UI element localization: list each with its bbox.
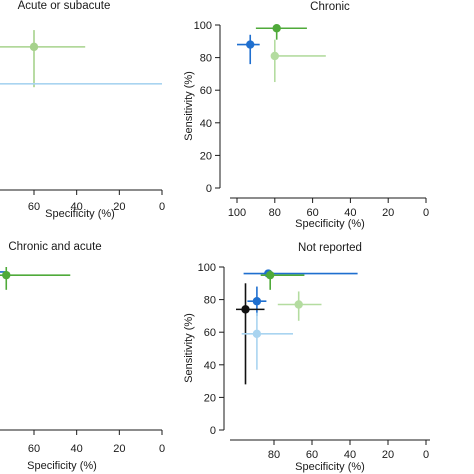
y-tick-label: 100	[194, 20, 212, 32]
panel-chronic-and-acute: Chronic and acute 60 40 20 0 Specificity (%…	[0, 241, 165, 472]
x-tick-label: 0	[159, 443, 165, 455]
data-points	[237, 24, 326, 83]
x-axis-label: Specificity (%)	[27, 460, 97, 472]
x-tick-label: 20	[113, 201, 125, 213]
study-estimate	[237, 34, 260, 65]
data-points	[236, 269, 358, 385]
x-tick-label: 60	[28, 443, 40, 455]
x-axis-label: Specificity (%)	[45, 208, 115, 220]
study-estimate	[0, 83, 162, 85]
study-estimate	[255, 24, 307, 40]
panel-chronic: Chronic 0 20 40 60 80 100 100 80 60 40 20 0 Sensit…	[183, 1, 429, 230]
study-estimate	[270, 39, 326, 83]
y-tick-label: 20	[200, 150, 212, 162]
study-estimate	[241, 312, 293, 370]
x-tick-label: 20	[113, 443, 125, 455]
y-tick-label: 20	[204, 392, 216, 404]
panel-title: Chronic	[310, 1, 350, 13]
point-estimate	[294, 300, 303, 309]
point-estimate	[272, 24, 281, 33]
y-tick-label: 80	[200, 53, 212, 65]
x-tick-label: 100	[228, 207, 246, 219]
x-tick-label: 80	[268, 449, 280, 461]
y-axis-ticks: 0 20 40 60 80 100	[198, 262, 224, 437]
x-tick-label: 20	[382, 207, 394, 219]
study-estimate	[260, 270, 305, 290]
point-estimate	[246, 40, 255, 49]
y-tick-label: 0	[206, 183, 212, 195]
x-axis-ticks: 60 40 20 0	[28, 430, 165, 455]
study-estimate	[247, 286, 267, 316]
data-points	[0, 267, 71, 290]
y-tick-label: 80	[204, 295, 216, 307]
x-tick-label: 80	[269, 207, 281, 219]
x-axis-ticks: 60 40 20 0	[28, 190, 165, 213]
y-tick-label: 60	[204, 327, 216, 339]
point-estimate	[252, 329, 262, 339]
y-axis-label: Sensitivity (%)	[183, 313, 195, 383]
x-axis-ticks: 100 80 60 40 20 0	[228, 198, 429, 219]
x-tick-label: 0	[423, 449, 429, 461]
x-tick-label: 40	[344, 449, 356, 461]
data-points	[0, 30, 162, 88]
panel-title: Acute or subacute	[18, 0, 111, 12]
x-tick-label: 60	[306, 449, 318, 461]
point-estimate	[270, 51, 279, 61]
x-tick-label: 0	[159, 201, 165, 213]
point-estimate	[266, 270, 275, 280]
x-tick-label: 60	[306, 207, 318, 219]
point-estimate	[29, 42, 39, 52]
y-axis-label: Sensitivity (%)	[183, 71, 195, 141]
y-tick-label: 40	[200, 118, 212, 130]
x-tick-label: 20	[382, 449, 394, 461]
x-axis-label: Specificity (%)	[295, 218, 365, 230]
y-tick-label: 40	[204, 360, 216, 372]
y-tick-label: 100	[198, 262, 216, 274]
x-tick-label: 0	[423, 207, 429, 219]
x-axis-label: Specificity (%)	[295, 461, 365, 473]
study-estimate	[0, 267, 71, 290]
study-estimate	[0, 30, 86, 88]
y-axis-ticks: 0 20 40 60 80 100	[194, 20, 220, 195]
x-tick-label: 40	[71, 443, 83, 455]
y-tick-label: 60	[200, 85, 212, 97]
study-estimate	[277, 291, 322, 321]
y-tick-label: 0	[210, 425, 216, 437]
point-estimate	[2, 270, 11, 280]
panel-title: Chronic and acute	[8, 241, 101, 253]
x-axis-ticks: 80 60 40 20 0	[268, 440, 429, 461]
point-estimate	[241, 305, 250, 314]
x-tick-label: 40	[344, 207, 356, 219]
panel-title: Not reported	[298, 242, 362, 254]
panel-not-reported: Not reported 0 20 40 60 80 100 80 60 40 20 0 Sens…	[183, 242, 430, 473]
x-tick-label: 60	[28, 201, 40, 213]
x-tick-label: 40	[71, 201, 83, 213]
panel-acute-or-subacute: Acute or subacute 60 40 20 0 Specificity (%…	[0, 0, 165, 220]
point-estimate	[252, 297, 262, 306]
